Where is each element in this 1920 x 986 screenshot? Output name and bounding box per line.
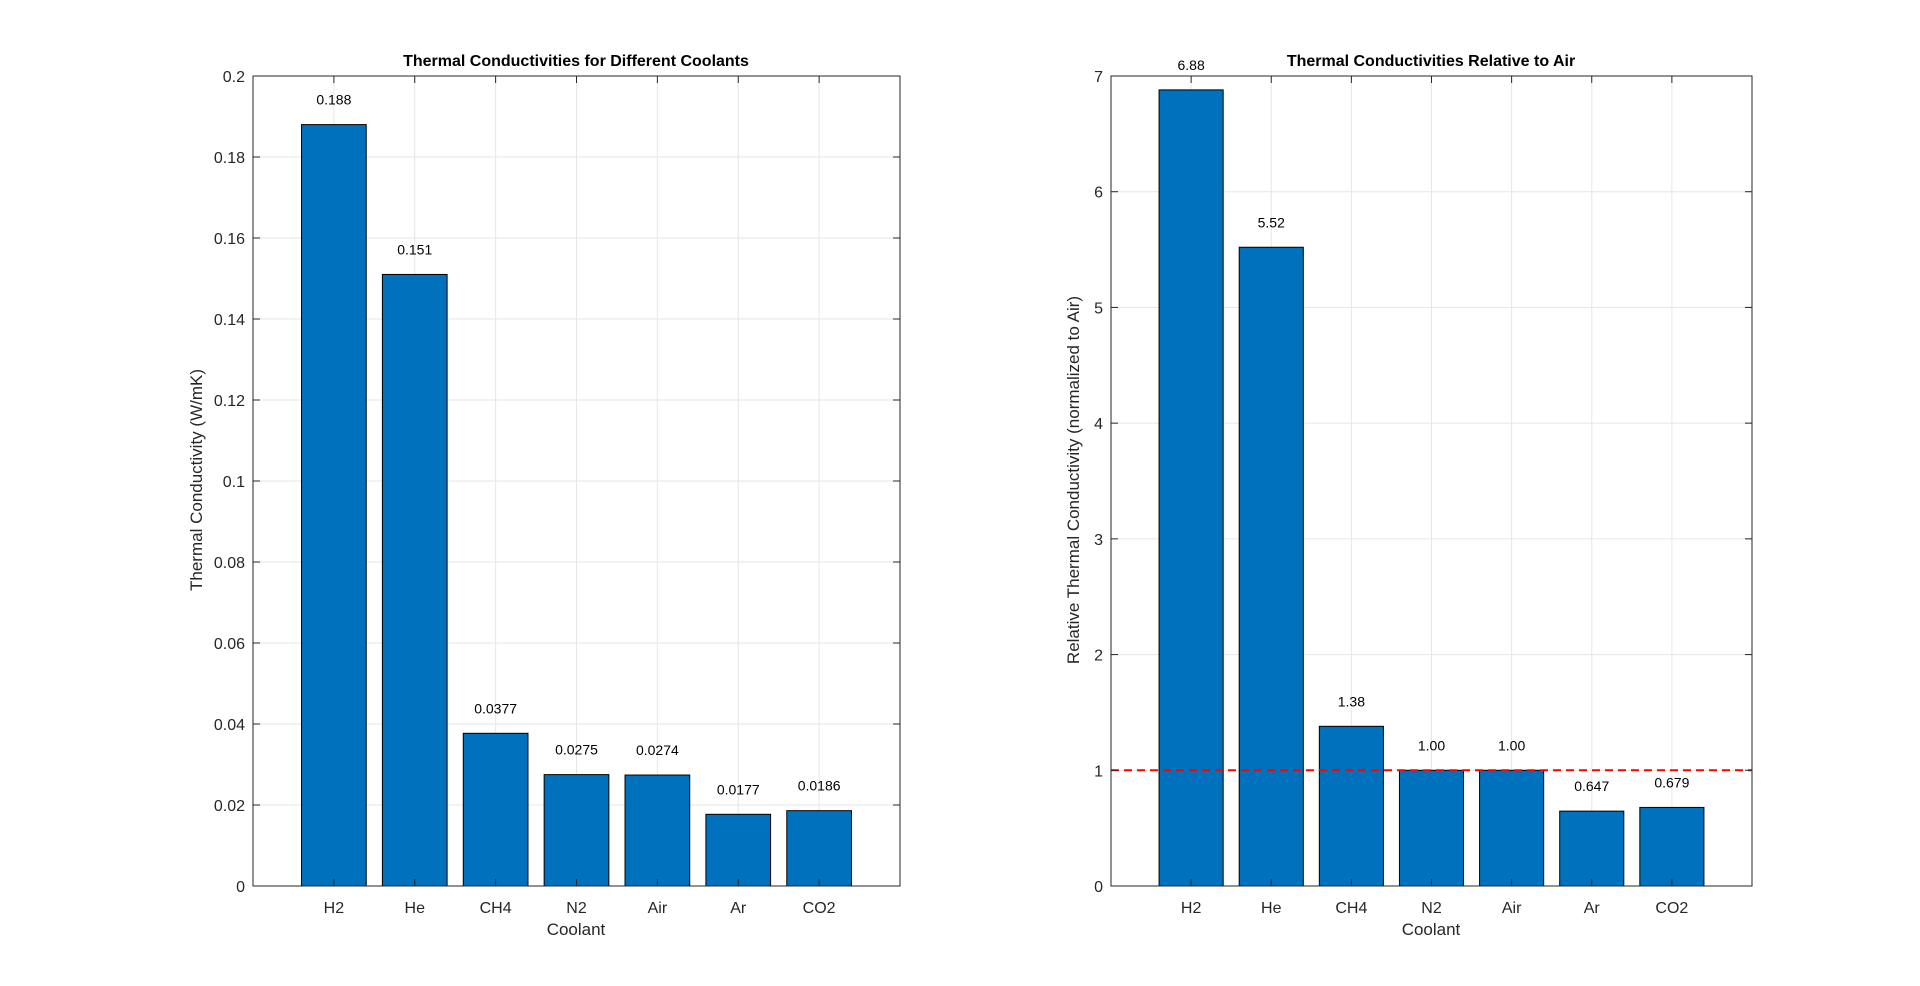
x-tick-label-h2: H2 <box>1181 900 1202 917</box>
data-label-ch4: 1.38 <box>1338 693 1365 709</box>
data-label-air: 0.0274 <box>636 742 679 758</box>
y-tick-label: 0.04 <box>214 717 245 734</box>
y-tick-label: 6 <box>1094 185 1103 202</box>
bar-air <box>1479 769 1545 887</box>
y-tick-label: 0.18 <box>214 150 245 167</box>
data-label-air: 1.00 <box>1498 737 1525 753</box>
data-label-co2: 0.679 <box>1654 774 1689 790</box>
plot-area: 6.88 5.52 1.38 1.00 1.00 0.647 0.679 0 1 2 3 4 5 6 7 H2… <box>1094 57 1753 917</box>
bar-h2 <box>301 124 367 887</box>
plot-area: 0.188 0.151 0.0377 0.0275 0.0274 0.0177 0.0186… <box>214 69 901 917</box>
bar-air <box>624 774 691 887</box>
x-tick-label-co2: CO2 <box>803 900 836 917</box>
x-tick-label-ch4: CH4 <box>480 900 512 917</box>
data-label-n2: 0.0275 <box>555 742 598 758</box>
chart-thermal-conductivity: 0.188 0.151 0.0377 0.0275 0.0274 0.0177 0.0186… <box>187 53 901 939</box>
data-label-he: 5.52 <box>1258 214 1285 230</box>
x-tick-label-co2: CO2 <box>1655 900 1688 917</box>
y-tick-label: 0.2 <box>223 69 245 86</box>
data-label-n2: 1.00 <box>1418 737 1445 753</box>
data-label-ar: 0.0177 <box>717 781 760 797</box>
y-tick-label: 2 <box>1094 648 1103 665</box>
bar-co2 <box>1639 806 1705 887</box>
x-tick-label-n2: N2 <box>1421 900 1442 917</box>
y-axis-label: Thermal Conductivity (W/mK) <box>187 369 206 591</box>
bar-ar <box>705 813 772 887</box>
y-tick-label: 0 <box>1094 879 1103 896</box>
bar-ch4 <box>1318 725 1384 887</box>
y-tick-label: 3 <box>1094 532 1103 549</box>
y-tick-label: 0.08 <box>214 555 245 572</box>
y-tick-label: 0.06 <box>214 636 245 653</box>
data-label-ar: 0.647 <box>1574 778 1609 794</box>
data-label-he: 0.151 <box>397 241 432 257</box>
bar-ch4 <box>462 732 529 887</box>
y-tick-label: 7 <box>1094 69 1103 86</box>
data-label-h2: 0.188 <box>316 92 351 108</box>
data-label-co2: 0.0186 <box>798 778 841 794</box>
y-tick-label: 1 <box>1094 763 1103 780</box>
x-axis-label: Coolant <box>1402 920 1461 939</box>
bar-he <box>381 273 448 887</box>
x-tick-label-h2: H2 <box>324 900 345 917</box>
y-tick-label: 4 <box>1094 416 1103 433</box>
y-tick-label: 0.02 <box>214 798 245 815</box>
x-tick-label-ch4: CH4 <box>1335 900 1367 917</box>
bar-ar <box>1559 810 1625 887</box>
bar-n2 <box>543 774 610 887</box>
bar-h2 <box>1158 89 1224 887</box>
chart-title: Thermal Conductivities for Different Coo… <box>403 53 749 70</box>
data-label-ch4: 0.0377 <box>474 700 517 716</box>
bar-co2 <box>786 810 852 887</box>
x-axis-label: Coolant <box>547 920 606 939</box>
x-tick-label-n2: N2 <box>566 900 587 917</box>
y-tick-label: 0.14 <box>214 312 245 329</box>
x-tick-label-ar: Ar <box>730 900 747 917</box>
x-tick-label-air: Air <box>1502 900 1522 917</box>
bar-n2 <box>1398 769 1465 887</box>
x-tick-label-he: He <box>1261 900 1282 917</box>
x-tick-label-air: Air <box>648 900 668 917</box>
chart-title: Thermal Conductivities Relative to Air <box>1287 53 1575 70</box>
y-axis-label: Relative Thermal Conductivity (normalize… <box>1064 296 1083 664</box>
y-tick-label: 0.16 <box>214 231 245 248</box>
x-tick-label-he: He <box>405 900 426 917</box>
data-label-h2: 6.88 <box>1178 57 1205 73</box>
chart-relative-conductivity: 6.88 5.52 1.38 1.00 1.00 0.647 0.679 0 1 2 3 4 5 6 7 H2… <box>1064 53 1753 939</box>
bar-he <box>1238 246 1304 887</box>
y-tick-label: 5 <box>1094 300 1103 317</box>
y-tick-label: 0.1 <box>223 474 245 491</box>
x-tick-label-ar: Ar <box>1584 900 1601 917</box>
y-tick-label: 0 <box>236 879 245 896</box>
y-tick-label: 0.12 <box>214 393 245 410</box>
